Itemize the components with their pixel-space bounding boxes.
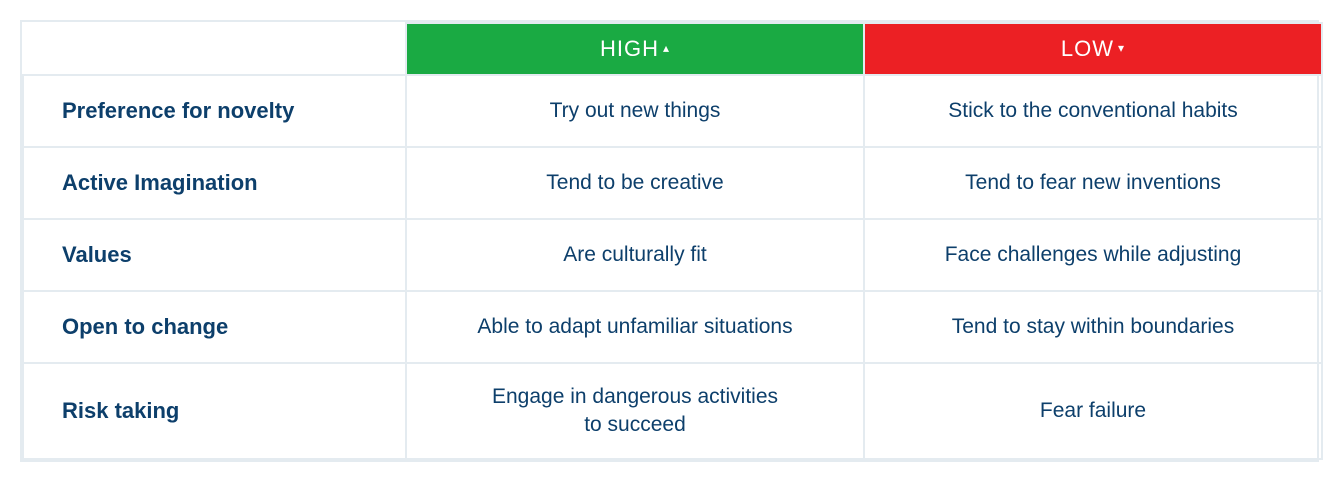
row-label-cell: Preference for novelty [23,75,406,147]
row-label: Open to change [62,314,228,339]
cell-high: Engage in dangerous activitiesto succeed [406,363,864,459]
table-header-low: LOW ▾ [864,23,1322,75]
cell-low: Tend to stay within boundaries [864,291,1322,363]
table-body: Preference for novelty Try out new thing… [23,75,1322,459]
row-label: Values [62,242,132,267]
row-label-cell: Risk taking [23,363,406,459]
header-low-cell: LOW ▾ [865,24,1321,74]
table-header-blank [23,23,406,75]
arrow-down-icon: ▾ [1118,41,1125,55]
header-high-cell: HIGH ▴ [407,24,863,74]
header-high-label: HIGH [600,36,659,62]
table-header-row: HIGH ▴ LOW ▾ [23,23,1322,75]
row-label: Risk taking [62,398,179,423]
cell-low: Face challenges while adjusting [864,219,1322,291]
row-label-cell: Active Imagination [23,147,406,219]
row-label-cell: Open to change [23,291,406,363]
cell-low: Tend to fear new inventions [864,147,1322,219]
cell-high: Try out new things [406,75,864,147]
cell-low: Stick to the conventional habits [864,75,1322,147]
table: HIGH ▴ LOW ▾ Preference for novelty Try … [22,22,1323,460]
row-label-cell: Values [23,219,406,291]
header-low-label: LOW [1061,36,1114,62]
row-label: Active Imagination [62,170,258,195]
cell-high: Able to adapt unfamiliar situations [406,291,864,363]
cell-high: Are culturally fit [406,219,864,291]
comparison-table: HIGH ▴ LOW ▾ Preference for novelty Try … [20,20,1319,462]
cell-low: Fear failure [864,363,1322,459]
table-row: Open to change Able to adapt unfamiliar … [23,291,1322,363]
table-header-high: HIGH ▴ [406,23,864,75]
arrow-up-icon: ▴ [663,41,670,55]
table-row: Preference for novelty Try out new thing… [23,75,1322,147]
table-row: Active Imagination Tend to be creative T… [23,147,1322,219]
table-row: Values Are culturally fit Face challenge… [23,219,1322,291]
cell-high: Tend to be creative [406,147,864,219]
row-label: Preference for novelty [62,98,294,123]
table-row: Risk taking Engage in dangerous activiti… [23,363,1322,459]
